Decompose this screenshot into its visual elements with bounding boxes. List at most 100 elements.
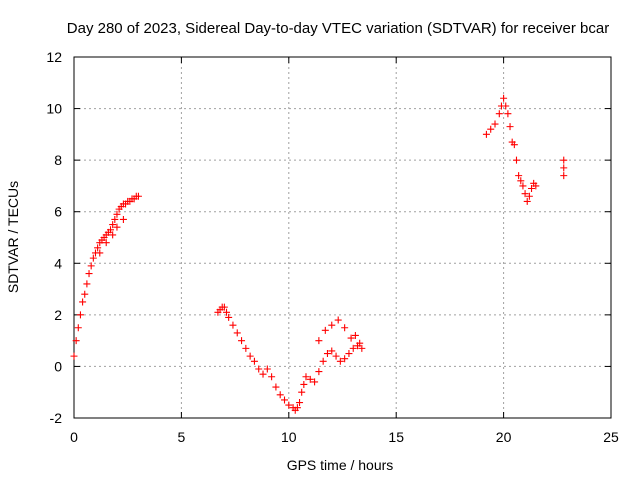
data-point [85, 270, 93, 278]
x-tick-label: 25 [603, 429, 619, 445]
y-tick-label: 4 [54, 255, 62, 271]
data-point [113, 210, 121, 218]
x-axis-label: GPS time / hours [287, 457, 394, 473]
data-point [238, 337, 246, 345]
data-point [81, 290, 89, 298]
data-point [72, 337, 80, 345]
data-point [560, 164, 568, 172]
data-point [102, 239, 110, 247]
data-point [319, 357, 327, 365]
chart-title: Day 280 of 2023, Sidereal Day-to-day VTE… [67, 20, 609, 37]
y-tick-label: 2 [54, 307, 62, 323]
x-tick-label: 0 [70, 429, 78, 445]
data-point [351, 331, 359, 339]
data-point [560, 156, 568, 164]
y-tick-label: 12 [46, 49, 62, 65]
data-point [134, 192, 142, 200]
x-tick-label: 15 [388, 429, 404, 445]
data-point [233, 329, 241, 337]
data-point [302, 373, 310, 381]
y-tick-label: 10 [46, 101, 62, 117]
data-point [74, 324, 82, 332]
data-point [356, 339, 364, 347]
data-point [311, 378, 319, 386]
data-point [70, 352, 78, 360]
data-point [268, 373, 276, 381]
data-point [532, 182, 540, 190]
y-tick-label: 0 [54, 358, 62, 374]
data-point [109, 221, 117, 229]
data-point [272, 383, 280, 391]
data-point [345, 350, 353, 358]
y-tick-label: 8 [54, 152, 62, 168]
grid-lines [74, 57, 611, 418]
data-point [89, 254, 97, 262]
data-point [223, 308, 231, 316]
data-point [347, 334, 355, 342]
data-point [220, 303, 228, 311]
data-point [79, 298, 87, 306]
data-point [504, 110, 512, 118]
x-tick-label: 10 [281, 429, 297, 445]
data-point [296, 399, 304, 407]
data-point [341, 324, 349, 332]
data-point [502, 102, 510, 110]
data-point [487, 125, 495, 133]
data-point [315, 368, 323, 376]
data-point [521, 190, 529, 198]
data-point [259, 370, 267, 378]
data-point [83, 280, 91, 288]
data-point [315, 337, 323, 345]
data-point [332, 352, 340, 360]
data-point [491, 120, 499, 128]
y-axis-label: SDTVAR / TECUs [5, 181, 21, 293]
data-point [76, 311, 84, 319]
data-point [298, 388, 306, 396]
data-point [96, 249, 104, 257]
data-point [111, 215, 119, 223]
data-point [109, 231, 117, 239]
data-point [560, 172, 568, 180]
data-point [293, 404, 301, 412]
data-point [321, 326, 329, 334]
data-point [276, 391, 284, 399]
data-point [306, 375, 314, 383]
data-point [113, 223, 121, 231]
data-point [528, 185, 536, 193]
data-point [242, 344, 250, 352]
data-point [358, 344, 366, 352]
data-point [523, 197, 531, 205]
data-point [515, 172, 523, 180]
data-point [281, 396, 289, 404]
data-point [229, 321, 237, 329]
tick-labels: 0 5 10 15 20 25 -2 0 2 4 6 8 10 12 [46, 49, 619, 445]
x-tick-label: 5 [178, 429, 186, 445]
data-point [500, 94, 508, 102]
data-point [506, 123, 514, 131]
data-point [482, 130, 490, 138]
data-point [495, 110, 503, 118]
data-points [70, 94, 568, 414]
data-point [246, 352, 254, 360]
data-point [300, 380, 308, 388]
data-point [263, 365, 271, 373]
data-point [517, 177, 525, 185]
data-point [225, 313, 233, 321]
data-point [510, 141, 518, 149]
data-point [328, 347, 336, 355]
data-point [525, 192, 533, 200]
data-point [107, 226, 115, 234]
data-point [349, 344, 357, 352]
plot-frame [73, 56, 612, 419]
data-point [255, 365, 263, 373]
data-point [341, 355, 349, 363]
data-point [285, 401, 293, 409]
data-point [334, 316, 342, 324]
y-tick-label: -2 [50, 410, 63, 426]
data-point [250, 357, 258, 365]
data-point [87, 262, 95, 270]
data-point [94, 244, 102, 252]
data-point [119, 215, 127, 223]
